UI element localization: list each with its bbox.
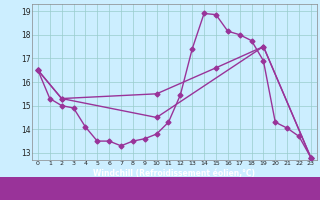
X-axis label: Windchill (Refroidissement éolien,°C): Windchill (Refroidissement éolien,°C) [93, 169, 255, 178]
